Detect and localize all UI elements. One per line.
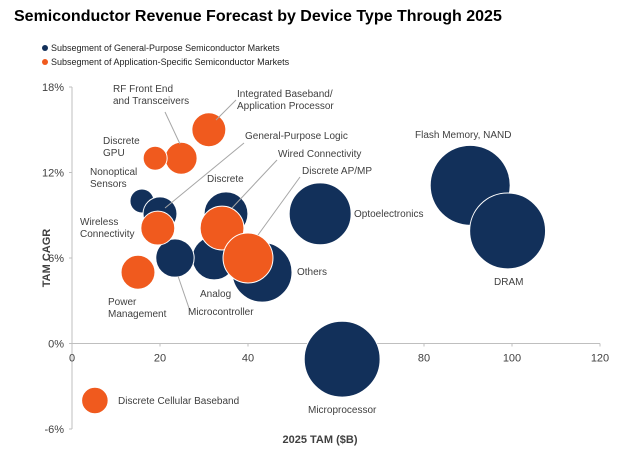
bubble [120, 254, 156, 290]
bubble [142, 145, 168, 171]
bubble-label: Discrete Cellular Baseband [118, 396, 240, 407]
bubble [469, 192, 547, 270]
x-tick-label: 20 [154, 353, 166, 365]
x-tick-label: 100 [503, 353, 521, 365]
legend-marker [42, 59, 48, 65]
leader-line [164, 111, 181, 145]
leader-line [215, 99, 237, 121]
bubble-label: Optoelectronics [354, 209, 424, 220]
bubble-label: Discrete AP/MP [302, 166, 373, 177]
y-tick-label: -6% [44, 424, 64, 436]
chart-title: Semiconductor Revenue Forecast by Device… [14, 8, 502, 25]
legend-item: Subsegment of General-Purpose Semiconduc… [42, 43, 280, 53]
bubble-label: Others [297, 267, 328, 278]
bubble [81, 386, 109, 415]
x-tick-label: 80 [418, 353, 430, 365]
bubble-label: Nonoptical Sensors [90, 167, 138, 190]
y-tick-label: 18% [42, 82, 64, 94]
bubble-label: Flash Memory, NAND [415, 130, 512, 141]
bubble-label: Integrated Baseband/ Application Process… [237, 89, 334, 112]
x-tick-label: 120 [591, 353, 609, 365]
leader-line [177, 275, 191, 312]
bubble [303, 320, 381, 398]
bubble-label: Microprocessor [308, 405, 377, 416]
legend-label: Subsegment of General-Purpose Semiconduc… [51, 43, 280, 53]
legend-label: Subsegment of Application-Specific Semic… [51, 57, 290, 67]
bubble-label: Analog [200, 289, 232, 300]
bubble-label: Power Management [108, 297, 167, 320]
bubble [288, 182, 352, 246]
bubble-label: Wired Connectivity [278, 149, 362, 160]
bubble-label: Discrete [207, 174, 244, 185]
leader-line [231, 159, 278, 209]
bubble-label: DRAM [494, 277, 524, 288]
bubble [222, 232, 274, 284]
x-tick-label: 40 [242, 353, 254, 365]
bubble [191, 112, 227, 148]
y-axis-label: TAM CAGR [41, 229, 53, 288]
y-tick-label: 12% [42, 168, 64, 180]
y-tick-label: 0% [48, 339, 64, 351]
y-tick-label: 6% [48, 253, 64, 265]
x-axis-label: 2025 TAM ($B) [283, 434, 358, 446]
legend-item: Subsegment of Application-Specific Semic… [42, 57, 289, 67]
x-tick-label: 0 [69, 353, 75, 365]
bubble-label: General-Purpose Logic [245, 131, 348, 142]
leader-line [257, 176, 301, 236]
bubble-label: Wireless Connectivity [80, 217, 135, 240]
bubble [155, 238, 195, 278]
bubble [140, 210, 176, 246]
bubble [164, 141, 198, 175]
bubble-label: Microcontroller [188, 307, 254, 318]
legend-marker [42, 45, 48, 51]
leader-line [164, 142, 245, 209]
bubble-label: RF Front End and Transceivers [113, 84, 190, 107]
bubble-label: Discrete GPU [103, 136, 140, 159]
